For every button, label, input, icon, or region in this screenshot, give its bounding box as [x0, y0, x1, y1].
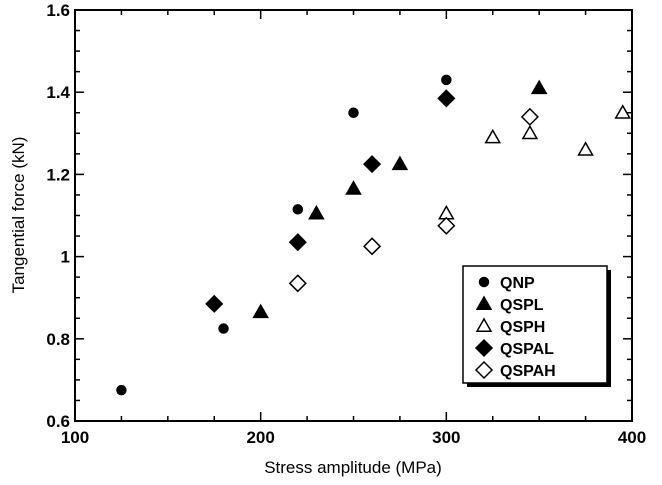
x-tick-label: 300	[432, 428, 460, 447]
legend-marker	[474, 338, 494, 358]
legend-label: QSPAH	[500, 363, 556, 380]
axis-ticks	[74, 9, 633, 422]
data-point	[530, 79, 548, 95]
data-point	[348, 107, 359, 118]
data-point	[391, 155, 409, 171]
data-point	[288, 233, 307, 252]
data-point	[520, 107, 539, 126]
legend-marker	[474, 360, 494, 380]
legend-label: QNP	[500, 275, 535, 292]
x-axis-title: Stress amplitude (MPa)	[264, 458, 442, 477]
legend: QNP QSPL QSPH QSPAL QSPAH	[462, 265, 611, 387]
data-point	[218, 323, 229, 334]
legend-marker	[478, 276, 490, 288]
data-point	[363, 155, 382, 174]
y-tick-label: 0.6	[46, 412, 70, 431]
data-point	[116, 384, 127, 396]
data-point	[437, 216, 456, 235]
legend-label: QSPAL	[500, 341, 554, 358]
data-point	[308, 204, 325, 220]
legend-label: QSPH	[500, 319, 545, 336]
legend-marker	[475, 317, 493, 332]
x-tick-label: 200	[246, 428, 274, 447]
y-tick-label: 1.2	[46, 165, 70, 184]
x-tick-label: 100	[61, 428, 89, 447]
y-tick-label: 1	[61, 248, 70, 267]
data-points	[116, 74, 632, 396]
data-point	[288, 274, 307, 293]
legend-label: QSPL	[500, 297, 544, 314]
y-tick-label: 1.4	[46, 83, 70, 102]
y-tick-label: 1.6	[46, 1, 70, 20]
data-point	[205, 294, 224, 313]
y-axis-title: Tangential force (kN)	[9, 137, 28, 294]
data-point	[252, 303, 269, 319]
data-point	[345, 180, 362, 195]
data-point	[441, 74, 452, 86]
data-point	[437, 89, 456, 108]
data-point	[614, 104, 632, 119]
y-tick-label: 0.8	[46, 330, 70, 349]
data-point	[577, 141, 594, 156]
data-point	[484, 128, 502, 144]
legend-marker	[475, 295, 493, 310]
data-point	[292, 204, 304, 215]
data-point	[521, 124, 539, 140]
x-tick-label: 400	[618, 428, 646, 447]
data-point	[363, 237, 382, 256]
tick-labels: 100 200 300 400 0.6 0.8 1 1.2 1.4 1.6	[46, 1, 646, 447]
